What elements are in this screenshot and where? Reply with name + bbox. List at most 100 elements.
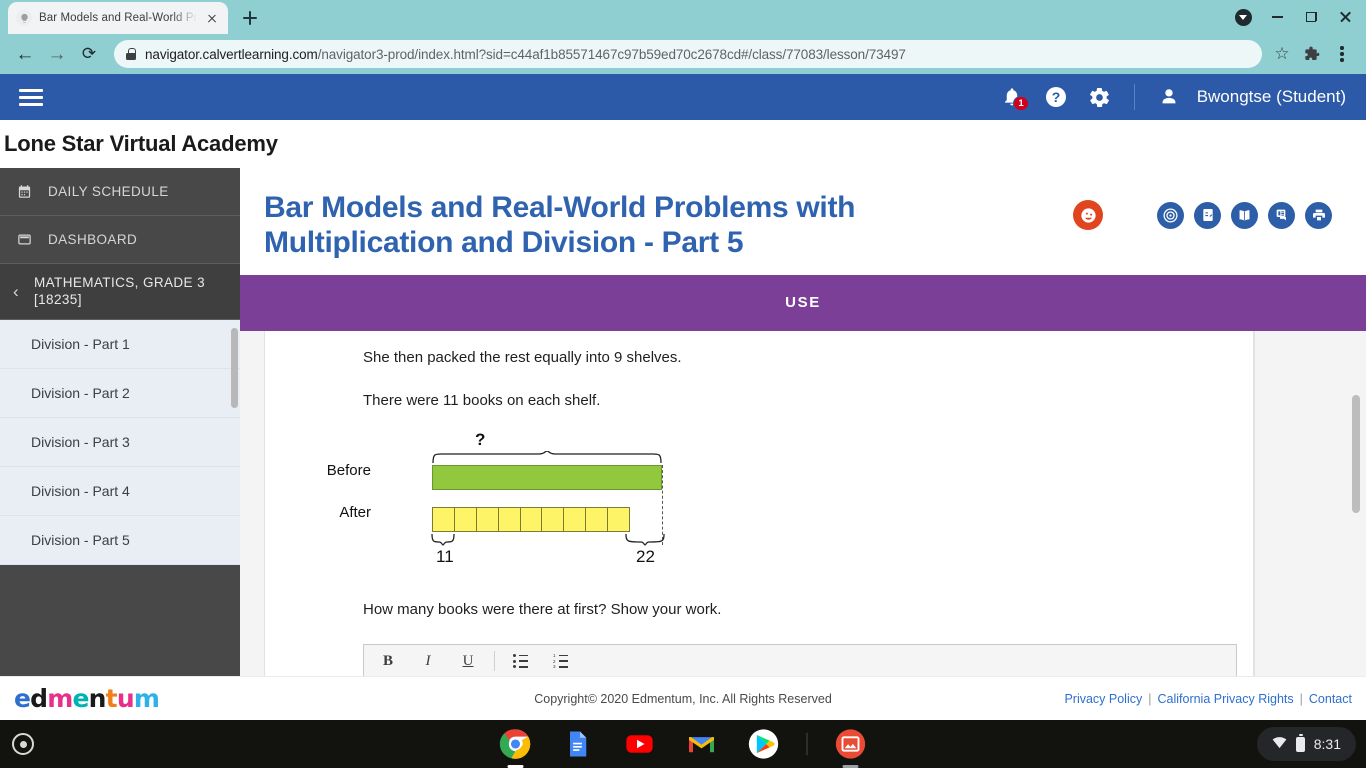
sidebar-item-label: DASHBOARD: [48, 232, 138, 247]
before-bar: [432, 464, 662, 490]
extensions-button[interactable]: [1298, 40, 1326, 68]
page-body: DAILY SCHEDULE DASHBOARD ‹ MATHEMATICS, …: [0, 168, 1366, 720]
toolbar-divider: [494, 651, 495, 672]
lightbulb-icon: [16, 10, 32, 26]
after-bar-segment: [586, 507, 609, 531]
bullet-list-button[interactable]: [511, 650, 531, 672]
username-label[interactable]: Bwongtse (Student): [1196, 87, 1346, 106]
hamburger-menu-icon[interactable]: [14, 80, 48, 114]
url-host: navigator.calvertlearning.com: [145, 46, 318, 62]
bold-button[interactable]: B: [382, 652, 393, 669]
new-tab-button[interactable]: [236, 4, 264, 32]
close-window-button[interactable]: [1330, 4, 1360, 30]
footer-links: Privacy Policy | California Privacy Righ…: [1064, 692, 1352, 706]
lesson-header: Bar Models and Real-World Problems with …: [240, 168, 1366, 275]
youtube-app-icon[interactable]: [621, 725, 659, 763]
settings-button[interactable]: [1080, 77, 1120, 117]
remainder-value-label: 22: [636, 546, 655, 566]
content-scroll-area: She then packed the rest equally into 9 …: [240, 330, 1366, 691]
address-bar[interactable]: navigator.calvertlearning.com/navigator3…: [114, 40, 1262, 68]
privacy-policy-link[interactable]: Privacy Policy: [1064, 691, 1143, 706]
launcher-button[interactable]: [12, 733, 34, 755]
paper-right-edge: [1254, 330, 1255, 691]
reload-button[interactable]: ⟳: [74, 39, 104, 69]
problem-line-2: There were 11 books on each shelf.: [363, 391, 601, 409]
content-scrollbar[interactable]: [1352, 394, 1360, 513]
gear-icon: [1090, 87, 1110, 107]
battery-icon: [1295, 734, 1305, 752]
list-item-label: Division - Part 5: [31, 532, 130, 548]
star-icon: ☆: [1274, 44, 1290, 63]
google-docs-app-icon[interactable]: [559, 725, 597, 763]
chrome-menu-button[interactable]: [1328, 40, 1356, 68]
top-bar-actions: 1 ? Bwongtse (Student): [992, 77, 1352, 117]
sidebar-item-dashboard[interactable]: DASHBOARD: [0, 216, 240, 264]
sidebar-item-label: DAILY SCHEDULE: [48, 184, 169, 199]
school-name: Lone Star Virtual Academy: [4, 131, 278, 156]
chevron-left-icon[interactable]: ‹: [12, 281, 20, 301]
page-title: Bar Models and Real-World Problems with …: [264, 191, 856, 260]
assessment-checklist-icon[interactable]: [1194, 201, 1221, 229]
objectives-target-icon[interactable]: [1157, 201, 1184, 229]
sidebar-item-division-part-4[interactable]: Division - Part 4: [0, 467, 240, 516]
alignment-dashed-line: [662, 464, 663, 545]
settings-gear-face-icon[interactable]: [1073, 200, 1103, 230]
after-bar-segment: [608, 508, 629, 531]
underline-button[interactable]: U: [462, 652, 474, 669]
avatar[interactable]: [1149, 77, 1189, 117]
play-store-app-icon[interactable]: [745, 725, 783, 763]
gmail-app-icon[interactable]: [683, 725, 721, 763]
help-icon: ?: [1045, 87, 1066, 107]
dashboard-icon: [14, 232, 34, 247]
bar-label-before: Before: [326, 461, 371, 479]
sidebar-course-header[interactable]: ‹ MATHEMATICS, GRADE 3 [18235]: [0, 264, 240, 320]
sidebar-item-division-part-5[interactable]: Division - Part 5: [0, 516, 240, 565]
bullet-list-icon: [513, 654, 529, 669]
segment-value-label: 11: [436, 546, 454, 566]
contact-link[interactable]: Contact: [1308, 691, 1352, 706]
close-icon[interactable]: [204, 10, 220, 26]
top-brace-icon: [431, 451, 663, 463]
tab-title: Bar Models and Real-World Prob: [39, 12, 197, 24]
running-indicator: [842, 765, 859, 768]
sidebar-scrollbar[interactable]: [231, 328, 238, 408]
back-arrow-icon: ←: [15, 43, 35, 65]
maximize-button[interactable]: [1296, 4, 1326, 30]
italic-button[interactable]: I: [425, 652, 431, 669]
sidebar-item-daily-schedule[interactable]: DAILY SCHEDULE: [0, 168, 240, 216]
notifications-button[interactable]: 1: [992, 77, 1032, 117]
shelf-app-list: [497, 725, 870, 768]
browser-tab[interactable]: Bar Models and Real-World Prob: [8, 2, 228, 34]
shelf-divider: [806, 733, 808, 755]
sidebar-item-division-part-3[interactable]: Division - Part 3: [0, 418, 240, 467]
discussion-icon[interactable]: [1268, 201, 1295, 229]
update-available-icon[interactable]: [1228, 4, 1258, 30]
minimize-button[interactable]: [1262, 4, 1292, 30]
chrome-app-icon[interactable]: [497, 725, 535, 768]
kebab-menu-icon: [1340, 46, 1344, 62]
sidebar-lesson-list: Division - Part 1 Division - Part 2 Divi…: [0, 320, 240, 565]
link-separator: |: [1148, 691, 1152, 706]
print-icon[interactable]: [1305, 201, 1332, 229]
after-bar-segment: [499, 507, 521, 531]
help-button[interactable]: ?: [1036, 77, 1076, 117]
sidebar-item-division-part-1[interactable]: Division - Part 1: [0, 320, 240, 369]
bar-model-diagram: Before After ?: [327, 430, 683, 585]
problem-question: How many books were there at first? Show…: [363, 600, 722, 618]
forward-button[interactable]: →: [42, 39, 72, 69]
sidebar: DAILY SCHEDULE DASHBOARD ‹ MATHEMATICS, …: [0, 168, 240, 720]
system-tray[interactable]: 8:31: [1256, 727, 1356, 761]
stage-tab-use[interactable]: USE: [240, 274, 1366, 346]
book-icon[interactable]: [1231, 201, 1258, 229]
gallery-app-icon[interactable]: [832, 725, 870, 768]
running-indicator: [507, 765, 524, 768]
after-bar-segment: [477, 507, 499, 531]
california-privacy-rights-link[interactable]: California Privacy Rights: [1157, 691, 1294, 706]
bookmark-button[interactable]: ☆: [1268, 40, 1296, 68]
sidebar-item-division-part-2[interactable]: Division - Part 2: [0, 369, 240, 418]
copyright-text: Copyright© 2020 Edmentum, Inc. All Right…: [534, 691, 832, 706]
back-button[interactable]: ←: [10, 39, 40, 69]
wifi-icon: [1272, 736, 1287, 752]
